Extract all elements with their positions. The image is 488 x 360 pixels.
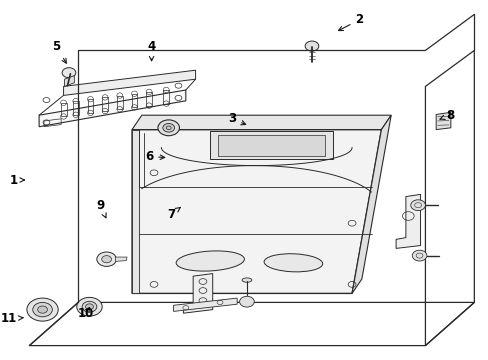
Ellipse shape (264, 254, 322, 272)
Polygon shape (210, 131, 332, 159)
Polygon shape (132, 115, 390, 130)
Circle shape (305, 41, 318, 51)
Polygon shape (132, 130, 381, 293)
Polygon shape (435, 112, 450, 130)
Polygon shape (395, 194, 420, 248)
Circle shape (33, 302, 52, 317)
Ellipse shape (242, 278, 251, 282)
Text: 4: 4 (147, 40, 155, 61)
Polygon shape (39, 90, 185, 127)
Polygon shape (132, 130, 139, 293)
Text: 7: 7 (167, 207, 180, 221)
Text: 9: 9 (96, 199, 106, 218)
Polygon shape (163, 151, 178, 160)
Polygon shape (217, 135, 325, 156)
Circle shape (410, 200, 425, 211)
Circle shape (102, 256, 111, 263)
Circle shape (239, 296, 254, 307)
Circle shape (411, 250, 426, 261)
Circle shape (62, 68, 76, 78)
Circle shape (163, 123, 174, 132)
Text: 11: 11 (0, 312, 23, 325)
Text: 8: 8 (439, 109, 453, 122)
Polygon shape (115, 257, 127, 261)
Text: 6: 6 (145, 150, 164, 163)
Text: 10: 10 (77, 307, 94, 320)
Text: 5: 5 (52, 40, 66, 63)
Polygon shape (173, 298, 237, 311)
Circle shape (77, 297, 102, 316)
Text: 1: 1 (10, 174, 24, 186)
Polygon shape (63, 70, 195, 95)
Circle shape (82, 301, 97, 312)
Circle shape (85, 304, 93, 310)
Polygon shape (351, 115, 390, 293)
Text: 2: 2 (338, 13, 363, 31)
Polygon shape (64, 76, 74, 86)
Circle shape (27, 298, 58, 321)
Circle shape (38, 306, 47, 313)
Text: 3: 3 (228, 112, 245, 125)
Ellipse shape (176, 251, 244, 271)
Circle shape (97, 252, 116, 266)
Polygon shape (183, 274, 212, 313)
Circle shape (158, 120, 179, 136)
